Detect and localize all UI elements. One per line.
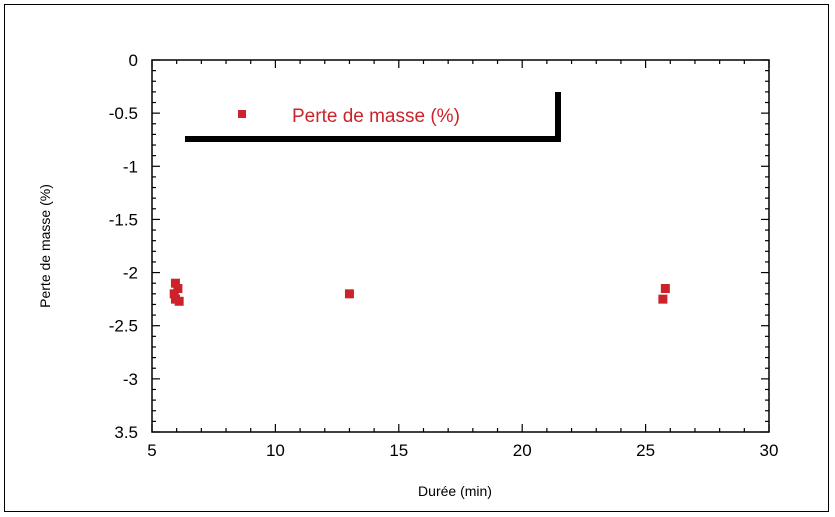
x-tick-label: 25: [636, 441, 655, 460]
y-tick-label: -1.5: [109, 210, 138, 229]
x-tick-label: 20: [513, 441, 532, 460]
ticks-layer: [151, 59, 770, 433]
points-layer: [169, 278, 670, 306]
data-point: [173, 284, 183, 294]
tick-labels-layer: 5 10 15 20 25 30 0 -0.5 -1 -1.5 -2 -2.5 -3 3.5: [109, 51, 779, 460]
data-point: [169, 289, 179, 299]
legend: Perte de masse (%): [185, 92, 561, 142]
x-tick-label: 30: [760, 441, 779, 460]
y-tick-label: -0.5: [109, 104, 138, 123]
x-tick-label: 15: [389, 441, 408, 460]
x-tick-label: 10: [266, 441, 285, 460]
data-point: [170, 278, 180, 288]
data-point: [658, 294, 668, 304]
x-axis-title: Durée (min): [418, 483, 492, 499]
legend-shadow-right: [555, 92, 561, 142]
y-tick-label: -2: [123, 264, 138, 283]
legend-label: Perte de masse (%): [292, 106, 460, 127]
y-tick-label: -1: [123, 157, 138, 176]
legend-marker: [238, 110, 246, 118]
y-tick-label: 3.5: [114, 423, 138, 442]
legend-shadow-bottom: [185, 136, 561, 142]
data-point: [344, 289, 354, 299]
plot-area: [151, 59, 770, 433]
x-tick-label: 5: [147, 441, 156, 460]
y-tick-label: 0: [129, 51, 138, 70]
y-tick-label: -2.5: [109, 317, 138, 336]
data-point: [174, 296, 184, 306]
y-axis-title: Perte de masse (%): [37, 184, 53, 308]
y-tick-label: -3: [123, 370, 138, 389]
data-point: [660, 284, 670, 294]
